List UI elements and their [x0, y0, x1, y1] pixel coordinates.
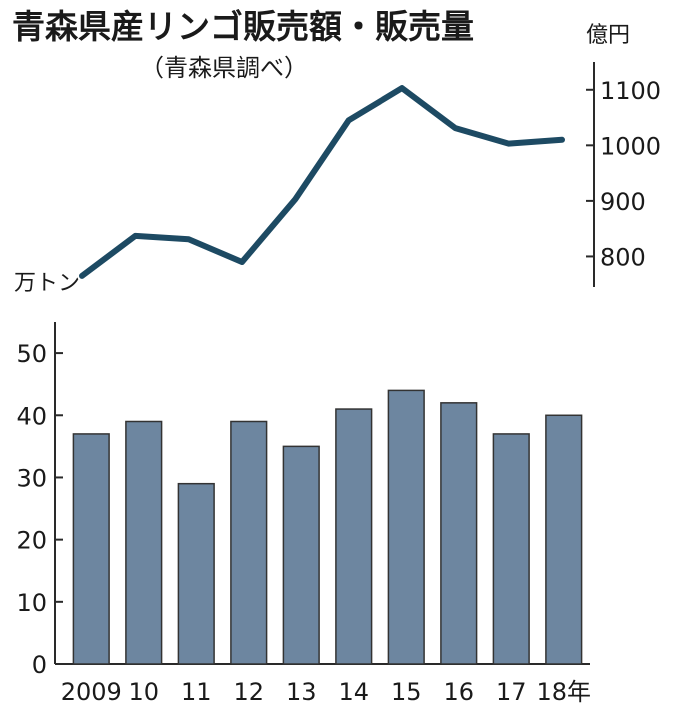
- line-y-tick-label: 1000: [600, 132, 661, 160]
- line-y-tick-label: 900: [600, 188, 646, 216]
- x-tick-label: 2009: [61, 678, 122, 706]
- bar-y-tick-label: 10: [16, 589, 47, 617]
- x-axis-labels: 2009 10 11 12 13 14 15 16 17 18年: [61, 678, 591, 706]
- bar-8: [492, 433, 530, 665]
- sales-amount-line: [79, 85, 565, 279]
- bar-4: [282, 445, 320, 665]
- bar-unit-label: 万トン: [14, 271, 80, 296]
- bar-3: [230, 420, 268, 665]
- line-y-tick-label: 1100: [600, 77, 661, 105]
- bar-6: [387, 389, 425, 665]
- bar-y-tick-label: 40: [16, 402, 47, 430]
- bar-7: [440, 402, 478, 665]
- bar-series-sales-volume: [72, 389, 583, 665]
- x-tick-label: 14: [338, 678, 369, 706]
- bar-2: [177, 482, 215, 665]
- x-tick-label: 13: [286, 678, 317, 706]
- x-tick-label: 10: [128, 678, 159, 706]
- chart-title: 青森県産リンゴ販売額・販売量: [12, 7, 474, 46]
- bar-y-tick-label: 30: [16, 464, 47, 492]
- x-tick-label: 11: [181, 678, 212, 706]
- line-unit-label: 億円: [586, 23, 630, 48]
- bar-5: [335, 408, 373, 665]
- bar-y-tick-label: 50: [16, 340, 47, 368]
- bar-9: [545, 414, 583, 665]
- x-tick-label: 15: [391, 678, 422, 706]
- bar-y-axis: 0 10 20 30 40 50: [16, 322, 590, 679]
- line-y-axis: 800 900 1000 1100: [586, 62, 661, 287]
- x-tick-label: 18年: [536, 678, 591, 706]
- x-tick-label: 17: [496, 678, 527, 706]
- x-tick-label: 16: [443, 678, 474, 706]
- bar-0: [72, 433, 110, 665]
- line-y-tick-label: 800: [600, 243, 646, 271]
- chart-subtitle: （青森県調べ）: [140, 54, 308, 82]
- x-tick-label: 12: [233, 678, 264, 706]
- line-series-sales-amount: [79, 85, 565, 279]
- bar-1: [125, 420, 163, 665]
- bar-y-tick-label: 0: [32, 651, 47, 679]
- bar-y-tick-label: 20: [16, 527, 47, 555]
